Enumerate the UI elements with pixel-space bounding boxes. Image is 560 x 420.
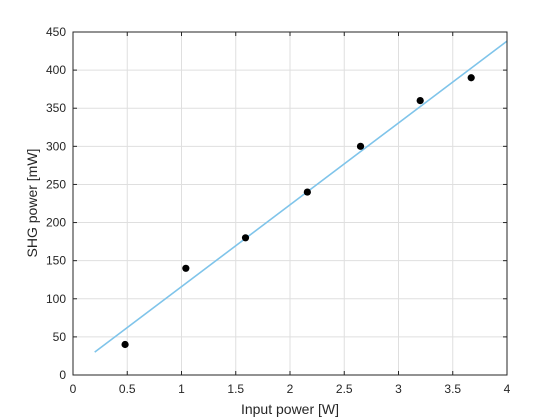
data-points-series [121, 74, 475, 349]
fit-line-series [94, 40, 508, 353]
x-tick-label: 2.5 [336, 382, 353, 396]
x-tick-label: 2 [287, 382, 294, 396]
x-tick-label: 4 [504, 382, 511, 396]
y-tick-label: 0 [59, 368, 66, 382]
y-tick-label: 250 [46, 177, 66, 191]
x-tick-label: 0 [70, 382, 77, 396]
y-tick-label: 200 [46, 216, 66, 230]
x-tick-label: 1.5 [227, 382, 244, 396]
x-tick-labels: 0 0.5 1 1.5 2 2.5 3 3.5 4 [70, 382, 511, 396]
data-point [303, 188, 311, 196]
y-tick-labels: 0 50 100 150 200 250 300 350 400 450 [46, 25, 66, 382]
y-tick-label: 400 [46, 63, 66, 77]
data-point [416, 97, 424, 105]
data-point [121, 340, 129, 349]
data-point [182, 264, 190, 272]
data-point [241, 234, 250, 242]
fit-line [94, 40, 508, 353]
y-tick-label: 450 [46, 25, 66, 39]
y-tick-label: 100 [46, 292, 66, 306]
y-tick-label: 150 [46, 254, 66, 268]
x-tick-label: 0.5 [119, 382, 136, 396]
y-tick-label: 300 [46, 139, 66, 153]
y-tick-label: 350 [46, 101, 66, 115]
x-tick-label: 3 [395, 382, 402, 396]
x-tick-label: 1 [178, 382, 185, 396]
data-point [467, 74, 475, 82]
x-tick-label: 3.5 [444, 382, 461, 396]
data-point [356, 142, 365, 150]
x-axis-label: Input power [W] [241, 401, 339, 417]
ticks [72, 31, 508, 376]
y-tick-label: 50 [53, 330, 67, 344]
y-axis-label: SHG power [mW] [24, 149, 40, 258]
